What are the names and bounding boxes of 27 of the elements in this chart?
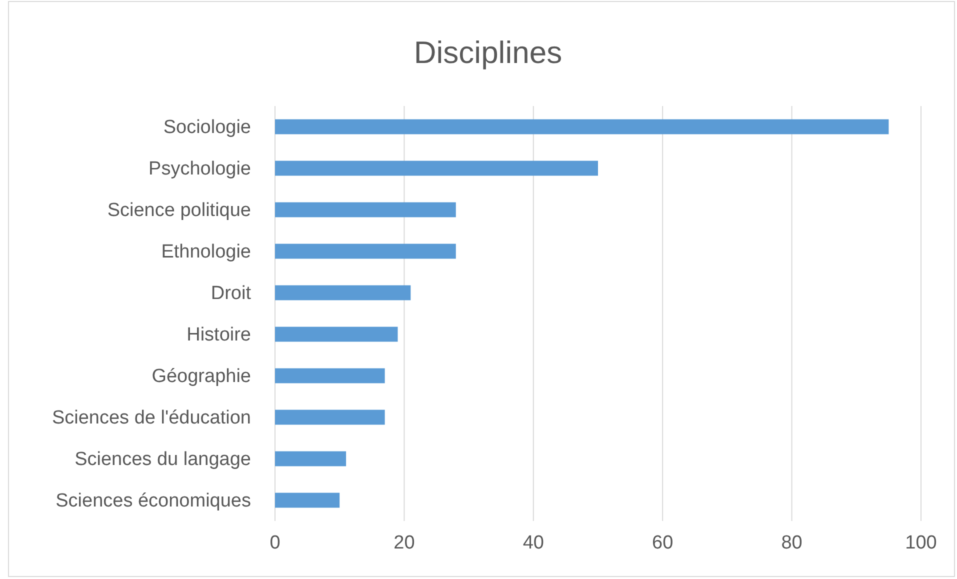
bar bbox=[275, 410, 385, 425]
bar bbox=[275, 368, 385, 384]
chart-title: Disciplines bbox=[414, 35, 562, 70]
x-tick-label: 100 bbox=[905, 532, 937, 554]
x-tick-label: 60 bbox=[652, 532, 674, 554]
y-tick-label: Sciences économiques bbox=[56, 490, 251, 512]
x-tick-label: 0 bbox=[270, 532, 280, 554]
x-tick-label: 40 bbox=[522, 532, 544, 554]
y-tick-label: Droit bbox=[210, 282, 252, 304]
y-tick-label: Sociologie bbox=[163, 116, 251, 138]
y-tick-label: Sciences du langage bbox=[74, 448, 251, 470]
y-tick-label: Histoire bbox=[186, 324, 251, 346]
bar bbox=[275, 244, 456, 259]
x-tick-label: 80 bbox=[781, 532, 802, 554]
bar bbox=[275, 202, 456, 218]
bar bbox=[275, 451, 346, 466]
y-tick-label: Science politique bbox=[107, 200, 251, 221]
y-tick-label: Ethnologie bbox=[161, 241, 251, 262]
bar bbox=[275, 285, 411, 300]
bar bbox=[275, 492, 340, 508]
y-tick-label: Sciences de l'éducation bbox=[52, 407, 251, 428]
bar bbox=[275, 160, 598, 176]
x-tick-label: 20 bbox=[394, 532, 415, 554]
y-tick-label: Géographie bbox=[152, 366, 251, 387]
bar bbox=[275, 326, 398, 342]
bar bbox=[275, 119, 889, 134]
y-tick-label: Psychologie bbox=[148, 158, 251, 180]
